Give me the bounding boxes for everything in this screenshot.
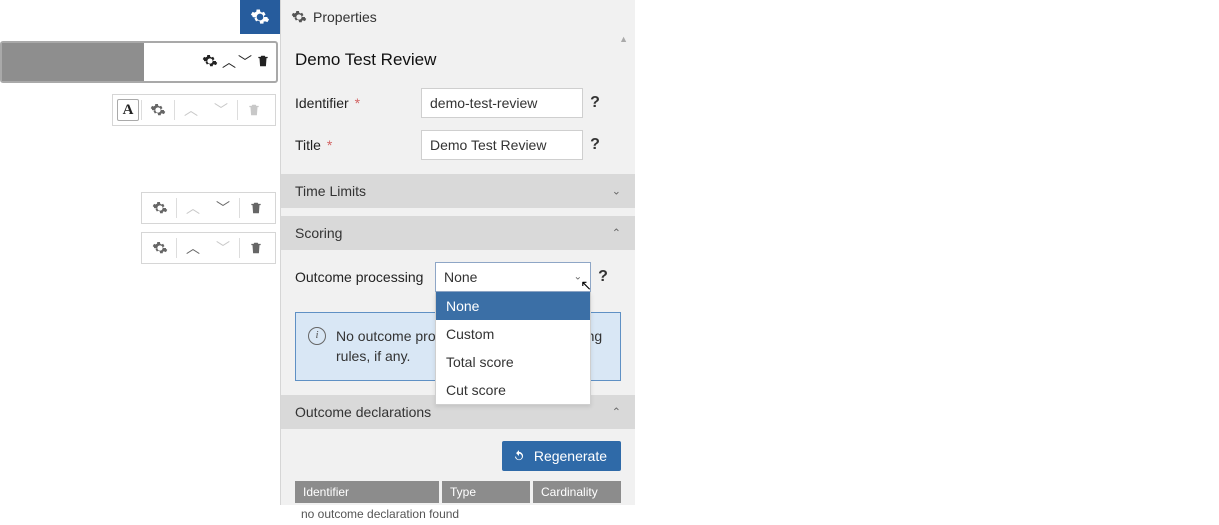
selected-element-toolbar: ︿ ﹀: [144, 43, 276, 81]
gears-icon: [250, 7, 270, 27]
help-icon[interactable]: ?: [583, 94, 607, 112]
gears-icon: [291, 9, 307, 25]
dropdown-option-cut-score[interactable]: Cut score: [436, 376, 590, 404]
th-type: Type: [442, 481, 530, 503]
selected-element-bar[interactable]: ︿ ﹀: [0, 41, 278, 83]
nested-toolbar-group: A ︿ ﹀: [112, 94, 276, 129]
th-identifier: Identifier: [295, 481, 439, 503]
outcome-processing-select[interactable]: None ⌄ ↖: [435, 262, 591, 292]
chevron-down-icon: ﹀: [207, 97, 235, 123]
outcome-processing-select-wrap: None ⌄ ↖ None Custom Total score Cut sco…: [435, 262, 591, 292]
chevron-up-icon: ⌃: [612, 406, 621, 419]
chevron-up-icon: ⌃: [612, 227, 621, 240]
app-root: ︿ ﹀ A ︿ ﹀ ︿ ﹀: [0, 0, 1219, 505]
properties-header: Properties: [281, 0, 635, 34]
separator: [141, 100, 142, 120]
trash-icon[interactable]: [242, 235, 270, 261]
help-icon[interactable]: ?: [583, 136, 607, 154]
undo-icon: [512, 449, 526, 463]
chevron-down-icon: ⌄: [574, 272, 582, 283]
item-toolbar: A ︿ ﹀: [112, 94, 276, 126]
chevron-down-icon[interactable]: ﹀: [209, 195, 237, 221]
separator: [239, 198, 240, 218]
regenerate-row: Regenerate: [281, 429, 635, 481]
chevron-up-icon: ︿: [177, 97, 205, 123]
outcome-declarations-label: Outcome declarations: [295, 404, 431, 420]
properties-header-label: Properties: [313, 9, 377, 25]
chevron-up-icon: ︿: [222, 52, 236, 72]
separator: [239, 238, 240, 258]
th-cardinality: Cardinality: [533, 481, 621, 503]
trash-icon[interactable]: [242, 195, 270, 221]
dropdown-option-none[interactable]: None: [436, 292, 590, 320]
scoring-section[interactable]: Scoring ⌃: [281, 216, 635, 250]
gear-icon[interactable]: [202, 53, 218, 72]
title-input[interactable]: [421, 130, 583, 160]
identifier-row: Identifier * ?: [281, 82, 635, 124]
gear-icon[interactable]: [144, 97, 172, 123]
scoring-label: Scoring: [295, 225, 342, 241]
chevron-up-icon[interactable]: ︿: [179, 235, 207, 261]
chevron-down-icon: ⌄: [612, 185, 621, 198]
page-title: Demo Test Review: [281, 34, 635, 82]
regenerate-button[interactable]: Regenerate: [502, 441, 621, 471]
info-icon: i: [308, 327, 326, 345]
text-style-icon[interactable]: A: [117, 99, 139, 121]
item-toolbar: ︿ ﹀: [141, 232, 276, 264]
outcome-table: Identifier Type Cardinality no outcome d…: [295, 481, 621, 525]
outcome-table-head: Identifier Type Cardinality: [295, 481, 621, 503]
help-icon[interactable]: ?: [591, 268, 615, 286]
dropdown-option-total-score[interactable]: Total score: [436, 348, 590, 376]
outcome-processing-row: Outcome processing None ⌄ ↖ None Custom …: [281, 250, 635, 298]
chevron-down-icon: ﹀: [209, 235, 237, 261]
outcome-table-empty: no outcome declaration found: [295, 503, 621, 525]
trash-icon: [240, 97, 268, 123]
chevron-down-icon: ﹀: [238, 52, 252, 72]
left-canvas: ︿ ﹀ A ︿ ﹀ ︿ ﹀: [0, 0, 280, 505]
title-label: Title *: [295, 137, 421, 153]
outcome-processing-dropdown: None Custom Total score Cut score: [435, 292, 591, 405]
identifier-label: Identifier *: [295, 95, 421, 111]
identifier-input[interactable]: [421, 88, 583, 118]
regenerate-label: Regenerate: [534, 448, 607, 464]
outcome-processing-value: None: [444, 269, 477, 285]
gear-icon[interactable]: [146, 235, 174, 261]
properties-panel: Properties ▲ Demo Test Review Identifier…: [280, 0, 635, 505]
separator: [237, 100, 238, 120]
gear-icon[interactable]: [146, 195, 174, 221]
item-toolbar: ︿ ﹀: [141, 192, 276, 224]
scroll-up-icon[interactable]: ▲: [619, 34, 628, 44]
top-settings-button[interactable]: [240, 0, 280, 34]
separator: [176, 238, 177, 258]
time-limits-section[interactable]: Time Limits ⌄: [281, 174, 635, 208]
free-toolbar-group: ︿ ﹀ ︿ ﹀: [141, 192, 276, 272]
outcome-processing-label: Outcome processing: [295, 269, 435, 285]
time-limits-label: Time Limits: [295, 183, 366, 199]
separator: [174, 100, 175, 120]
trash-icon: [256, 54, 270, 71]
separator: [176, 198, 177, 218]
title-row: Title * ?: [281, 124, 635, 166]
dropdown-option-custom[interactable]: Custom: [436, 320, 590, 348]
chevron-up-icon: ︿: [179, 195, 207, 221]
selected-element-preview: [2, 43, 144, 81]
